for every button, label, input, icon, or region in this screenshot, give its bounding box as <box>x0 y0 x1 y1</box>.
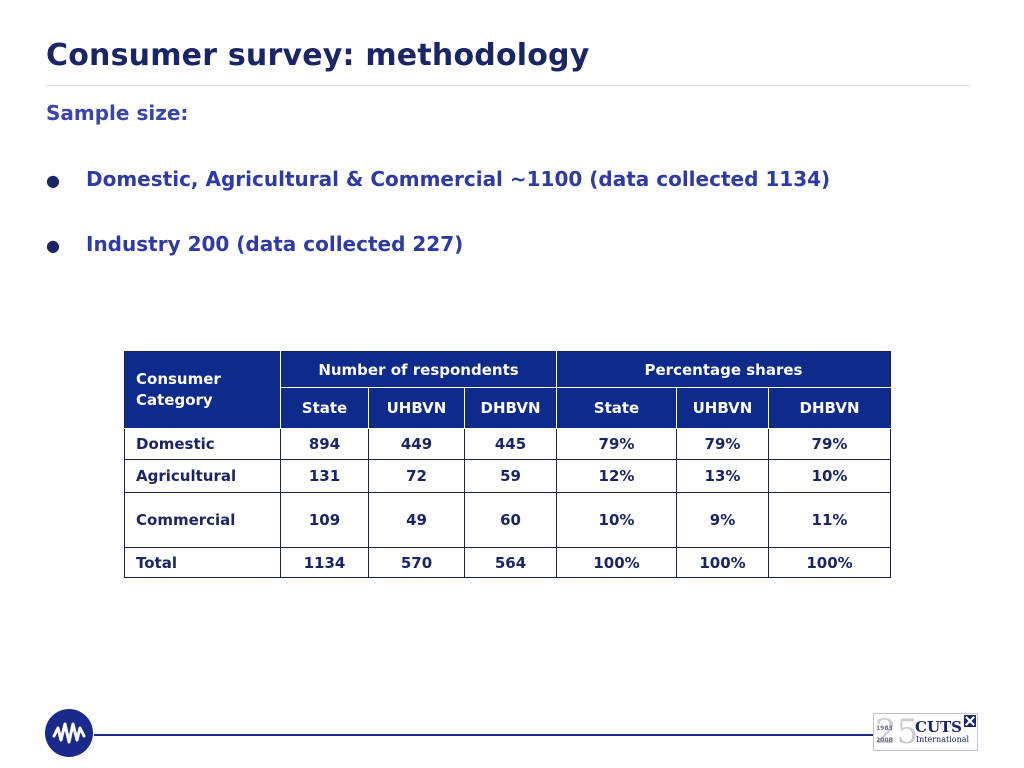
table-cell: 59 <box>464 459 557 493</box>
table-cell: 570 <box>368 547 465 578</box>
anniversary-years: 1983 2008 <box>876 725 893 744</box>
row-label: Domestic <box>124 428 281 460</box>
sample-size-heading: Sample size: <box>46 101 189 125</box>
table-row: Agricultural 131 72 59 12% 13% 10% <box>124 459 891 493</box>
table-cell: 131 <box>280 459 369 493</box>
table-cell: 13% <box>676 459 769 493</box>
column-header-dhbvn: DHBVN <box>464 387 557 429</box>
flag-mark-icon <box>964 715 976 727</box>
table-cell: 564 <box>464 547 557 578</box>
brand-subtitle: International <box>916 735 970 744</box>
table-cell: 109 <box>280 492 369 548</box>
table-cell: 449 <box>368 428 465 460</box>
bullet-text: Industry 200 (data collected 227) <box>86 232 464 256</box>
respondents-table: Consumer Category Number of respondents … <box>124 351 891 578</box>
title-divider <box>46 85 970 86</box>
column-header-state-pct: State <box>556 387 677 429</box>
group-header-number-of-respondents: Number of respondents <box>280 351 557 388</box>
column-header-uhbvn: UHBVN <box>368 387 465 429</box>
table-cell: 100% <box>556 547 677 578</box>
anniversary-number: 25 <box>875 712 919 752</box>
table-cell: 79% <box>676 428 769 460</box>
table-cell: 11% <box>768 492 891 548</box>
table-cell: 100% <box>768 547 891 578</box>
table-cell: 60 <box>464 492 557 548</box>
cuts-international-logo: 25 1983 2008 CUTS International <box>873 712 978 752</box>
slide-title: Consumer survey: methodology <box>46 38 590 73</box>
table-cell: 100% <box>676 547 769 578</box>
brand-name: CUTS <box>915 718 963 736</box>
bullet-item: ● Industry 200 (data collected 227) <box>46 232 463 256</box>
table-cell: 10% <box>768 459 891 493</box>
row-label: Commercial <box>124 492 281 548</box>
table-cell: 445 <box>464 428 557 460</box>
table-row: Domestic 894 449 445 79% 79% 79% <box>124 428 891 460</box>
wave-signal-icon <box>45 709 93 757</box>
row-label: Total <box>124 547 281 578</box>
table-cell: 894 <box>280 428 369 460</box>
group-header-percentage-shares: Percentage shares <box>556 351 891 388</box>
table-cell: 12% <box>556 459 677 493</box>
column-header-state: State <box>280 387 369 429</box>
table-cell: 1134 <box>280 547 369 578</box>
table-cell: 10% <box>556 492 677 548</box>
bullet-item: ● Domestic, Agricultural & Commercial ~1… <box>46 167 830 191</box>
bullet-dot-icon: ● <box>46 236 60 255</box>
bullet-text: Domestic, Agricultural & Commercial ~110… <box>86 167 831 191</box>
column-header-dhbvn-pct: DHBVN <box>768 387 891 429</box>
bullet-dot-icon: ● <box>46 171 60 190</box>
column-header-consumer-category: Consumer Category <box>124 351 281 429</box>
table-cell: 72 <box>368 459 465 493</box>
table-row: Commercial 109 49 60 10% 9% 11% <box>124 492 891 548</box>
table-cell: 49 <box>368 492 465 548</box>
column-header-uhbvn-pct: UHBVN <box>676 387 769 429</box>
table-cell: 79% <box>768 428 891 460</box>
table-cell: 9% <box>676 492 769 548</box>
row-label: Agricultural <box>124 459 281 493</box>
footer-divider <box>94 734 874 736</box>
table-row: Total 1134 570 564 100% 100% 100% <box>124 547 891 578</box>
table-cell: 79% <box>556 428 677 460</box>
